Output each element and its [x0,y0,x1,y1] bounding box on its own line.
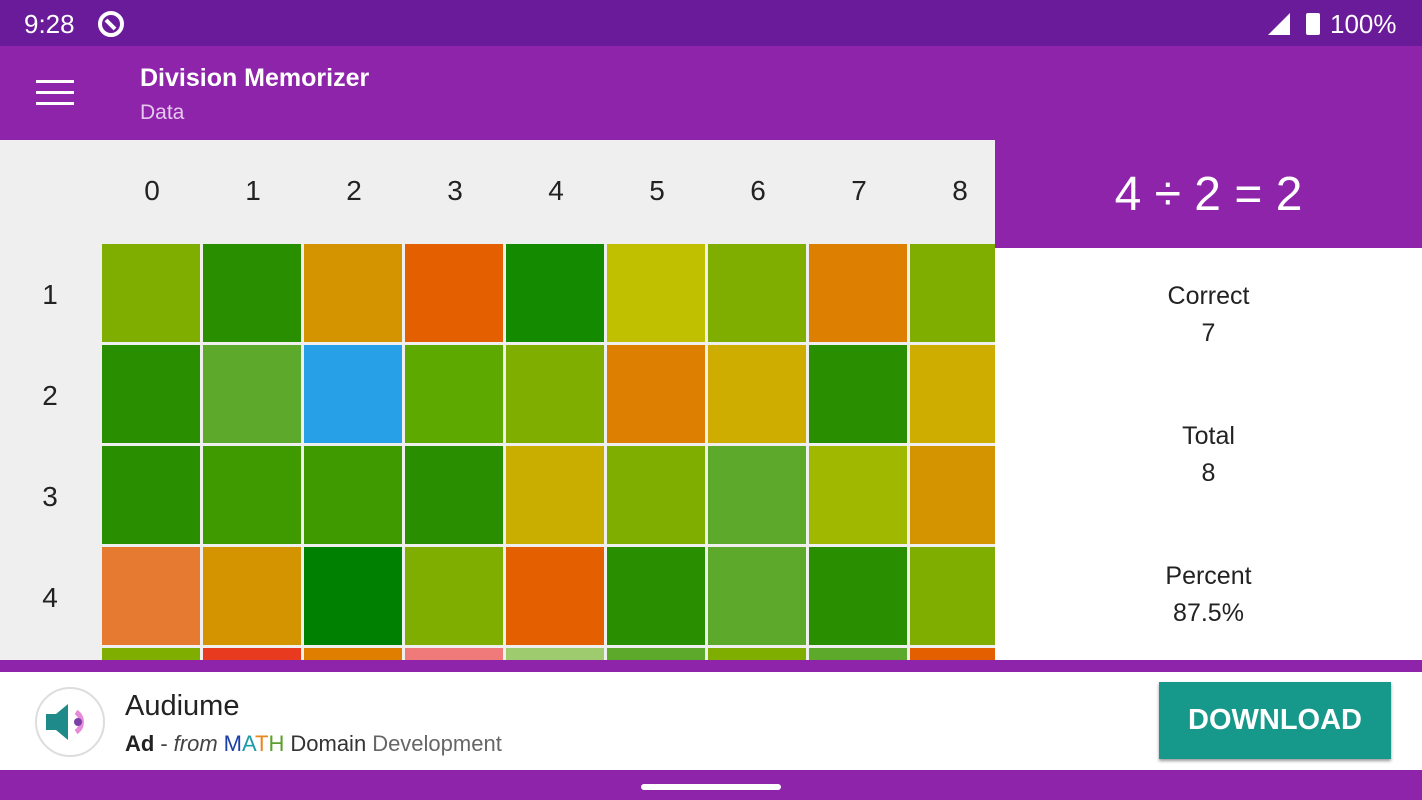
data-grid: 0 1 2 3 4 5 6 7 8 1 2 3 4 [0,140,995,660]
grid-cell[interactable] [304,345,402,443]
grid-cell[interactable] [506,547,604,645]
stat-value: 87.5% [1173,599,1244,627]
grid-cell[interactable] [203,446,301,544]
grid-cell[interactable] [607,345,705,443]
grid-cell[interactable] [506,446,604,544]
grid-cell[interactable] [708,345,806,443]
nav-bar [0,770,1422,800]
stat: Total 8 [995,418,1422,492]
download-button[interactable]: DOWNLOAD [1159,682,1391,759]
column-header: 7 [851,175,867,206]
grid-cell[interactable] [506,648,604,660]
grid-cell[interactable] [708,547,806,645]
grid-cell[interactable] [304,547,402,645]
developer-suffix: Development [372,731,502,756]
grid-cell[interactable] [607,244,705,342]
grid-cell[interactable] [203,345,301,443]
row-header: 2 [42,380,58,411]
equation: 4 ÷ 2 = 2 [995,140,1422,248]
grid-cell[interactable] [910,345,995,443]
grid-cell[interactable] [102,547,200,645]
grid-cell[interactable] [910,547,995,645]
menu-button[interactable] [36,80,74,108]
app-bar: Division Memorizer Data [0,46,1422,140]
grid-cell[interactable] [809,244,907,342]
grid-cell[interactable] [809,547,907,645]
grid-cell[interactable] [607,648,705,660]
grid-cell[interactable] [405,648,503,660]
home-handle[interactable] [641,784,781,790]
grid-cell[interactable] [304,244,402,342]
stat-label: Correct [1167,282,1250,310]
developer-letter: M [223,731,242,756]
grid-cell[interactable] [203,244,301,342]
divider [0,660,1422,672]
grid-cell[interactable] [405,446,503,544]
developer-name: Domain [290,731,367,756]
clock: 9:28 [24,9,75,39]
grid-cell[interactable] [102,244,200,342]
ad-from: from [173,731,218,756]
grid-cell[interactable] [506,244,604,342]
column-header: 8 [952,175,968,206]
ad-title[interactable]: Audiume [125,690,240,722]
grid-cell[interactable] [102,446,200,544]
grid-cell[interactable] [405,547,503,645]
grid-cell[interactable] [203,648,301,660]
row-header: 1 [42,279,58,310]
grid-cell[interactable] [506,345,604,443]
developer-letter: T [255,731,269,756]
app-subtitle: Data [140,101,185,124]
column-header: 1 [245,175,261,206]
column-header: 0 [144,175,160,206]
ad-label: Ad [125,731,155,756]
grid-cell[interactable] [102,648,200,660]
stat-label: Total [1182,422,1235,450]
column-header: 3 [447,175,463,206]
ad-banner: Audiume Ad - from MATH Domain Development DOW… [0,672,1422,770]
signal-battery [1268,13,1320,35]
column-header: 4 [548,175,564,206]
stat: Correct 7 [995,278,1422,352]
ad-separator: - [160,731,168,756]
grid-cell[interactable] [304,446,402,544]
status-icon [98,11,124,37]
stat: Percent 87.5% [995,558,1422,632]
column-header: 6 [750,175,766,206]
app-title: Division Memorizer [140,64,370,92]
grid-cell[interactable] [405,345,503,443]
row-header: 3 [42,481,58,512]
grid-cell[interactable] [203,547,301,645]
battery-level: 100% [1330,9,1397,39]
developer-letter: A [241,731,256,756]
ad-icon[interactable] [34,686,106,758]
grid-cell[interactable] [910,648,995,660]
grid-cell[interactable] [809,345,907,443]
grid-cell[interactable] [809,446,907,544]
grid-cell[interactable] [607,547,705,645]
stats-panel: Correct 7 Total 8 Percent 87.5% [995,248,1422,660]
column-header: 2 [346,175,362,206]
stat-label: Percent [1165,562,1252,590]
grid-cell[interactable] [405,244,503,342]
developer-letter: H [268,731,285,756]
stat-value: 7 [1201,319,1216,347]
grid-cell[interactable] [708,648,806,660]
grid-cell[interactable] [708,244,806,342]
ad-attribution: Ad - from MATH Domain Development [125,731,502,757]
status-bar: 9:28 100% [0,0,1422,46]
grid-cell[interactable] [809,648,907,660]
grid-cell[interactable] [708,446,806,544]
grid-cell[interactable] [102,345,200,443]
grid-cell[interactable] [910,446,995,544]
row-header: 4 [42,582,58,613]
stat-value: 8 [1201,459,1216,487]
grid-cell[interactable] [910,244,995,342]
grid-cell[interactable] [304,648,402,660]
column-header: 5 [649,175,665,206]
grid-cell[interactable] [607,446,705,544]
